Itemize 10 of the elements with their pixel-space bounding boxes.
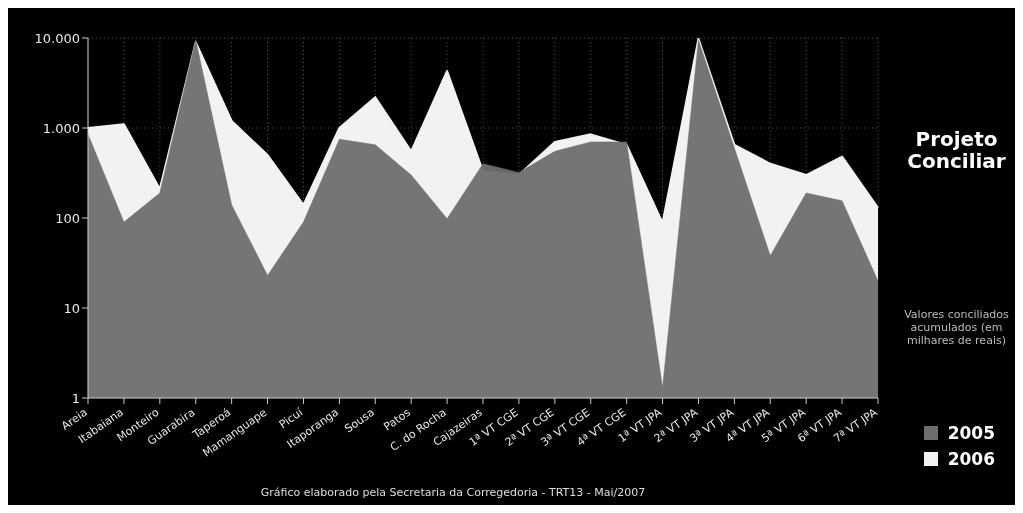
y-tick-label: 1.000 [42,120,80,136]
legend-label: 2005 [947,423,995,443]
y-tick-label: 1 [71,390,80,406]
y-tick-label: 10 [63,300,80,316]
y-tick-label: 10.000 [34,30,80,46]
text: Valores conciliados acumulados (em milhares de reais) [903,308,1010,347]
y-tick-label: 100 [55,210,80,226]
text: Projeto Conciliar [906,127,1007,173]
legend-label: 2006 [947,449,995,469]
text: Gráfico elaborado pela Secretaria da Corregedoria - TRT13 - Mai/2007 [259,486,647,499]
